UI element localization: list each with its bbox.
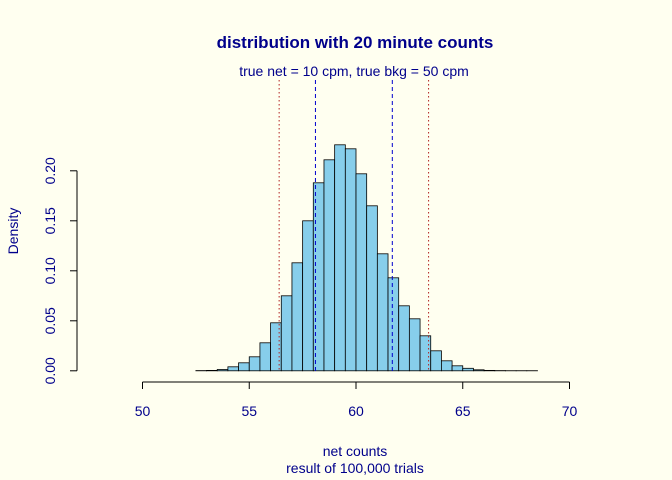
chart-title: distribution with 20 minute counts [217,33,494,52]
histogram-bar [323,159,336,372]
x-axis-label: net counts [323,443,388,459]
y-tick-label: 0.10 [42,257,58,284]
histogram-bar [451,365,464,372]
x-tick-label: 70 [562,403,578,419]
histogram-bar [280,295,293,372]
histogram-bar [312,182,325,372]
x-tick-label: 60 [348,403,364,419]
histogram-bar [355,173,368,372]
y-axis-label: Density [5,208,21,255]
histogram-bar [238,362,250,372]
histogram-bar [430,350,442,372]
histogram-bar [462,367,474,372]
histogram-bar [473,369,485,372]
x-tick-label: 55 [241,403,257,419]
histogram-bar [344,148,357,372]
x-tick-label: 50 [135,403,151,419]
histogram-bar [408,318,421,372]
chart-subtitle: true net = 10 cpm, true bkg = 50 cpm [239,63,469,79]
histogram-bar [248,356,261,372]
histogram-bar [291,262,304,372]
histogram-bar [270,322,282,372]
y-tick-label: 0.15 [42,207,58,234]
y-tick-label: 0.00 [42,357,58,384]
bars-group [195,144,538,372]
histogram-bar [302,220,314,372]
histogram-bar [334,144,346,372]
histogram-bar [440,360,453,372]
y-tick-label: 0.05 [42,307,58,334]
histogram-bar [387,277,400,372]
histogram-bar [259,342,272,372]
y-tick-label: 0.20 [42,157,58,184]
y-axis: 0.00 0.05 0.10 0.15 0.20 [42,157,78,384]
x-tick-label: 65 [455,403,471,419]
x-axis-label-secondary: result of 100,000 trials [286,460,424,476]
x-axis: 50 55 60 65 70 [135,381,578,419]
histogram-bar [216,369,229,372]
histogram-bar [419,335,432,372]
reference-lines [278,80,430,371]
histogram-bar [366,205,378,372]
histogram-bar [227,366,239,372]
histogram-bar [376,253,389,372]
histogram-bar [398,305,410,372]
